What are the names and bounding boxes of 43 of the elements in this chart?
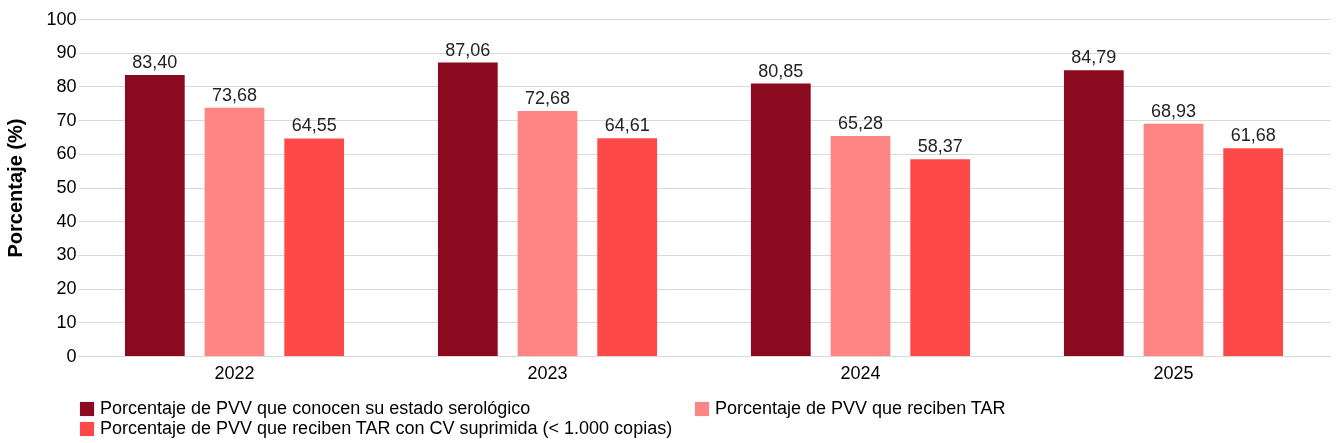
x-tick-label: 2025 (1153, 362, 1194, 383)
y-tick-label: 50 (56, 177, 77, 197)
data-label: 64,55 (291, 115, 337, 136)
x-tick-label: 2022 (214, 362, 255, 383)
bar (830, 136, 891, 356)
y-tick-label: 0 (66, 345, 77, 366)
bar (910, 159, 971, 356)
bar (284, 138, 345, 356)
y-tick-label: 100 (46, 8, 77, 29)
data-label: 61,68 (1230, 125, 1276, 146)
data-label: 58,37 (917, 136, 963, 157)
data-label: 80,85 (758, 60, 804, 81)
y-tick-label: 20 (56, 278, 77, 299)
bar (750, 83, 811, 356)
data-label: 84,79 (1071, 47, 1117, 68)
bar (1063, 70, 1124, 356)
y-tick-label: 30 (56, 244, 77, 265)
data-label: 65,28 (837, 113, 884, 134)
bar (597, 138, 658, 356)
bar (1223, 148, 1284, 356)
bar (437, 62, 498, 356)
bar (1143, 123, 1204, 356)
x-tick-label: 2024 (840, 362, 881, 383)
data-label: 83,40 (132, 51, 178, 72)
y-tick-label: 40 (56, 210, 77, 231)
data-label: 72,68 (524, 88, 571, 109)
data-label: 73,68 (211, 84, 258, 105)
y-tick-label: 70 (56, 109, 77, 130)
y-tick-label: 60 (56, 143, 77, 164)
data-label: 64,61 (604, 115, 650, 136)
bar (124, 74, 185, 356)
bar (517, 111, 578, 356)
legend-label: Porcentaje de PVV que reciben TAR (715, 398, 1006, 418)
y-tick-label: 90 (56, 42, 77, 63)
data-label: 68,93 (1150, 100, 1197, 121)
legend-label: Porcentaje de PVV que reciben TAR con CV suprimida (< 1.000 copias) (100, 418, 673, 438)
bar (204, 107, 265, 356)
y-axis-title: Porcentaje (%) (4, 118, 27, 258)
y-tick-label: 10 (56, 311, 77, 332)
legend-label: Porcentaje de PVV que conocen su estado serológico (100, 398, 531, 418)
y-tick-label: 80 (56, 75, 77, 96)
data-label: 87,06 (445, 39, 491, 60)
x-tick-label: 2023 (527, 362, 568, 383)
